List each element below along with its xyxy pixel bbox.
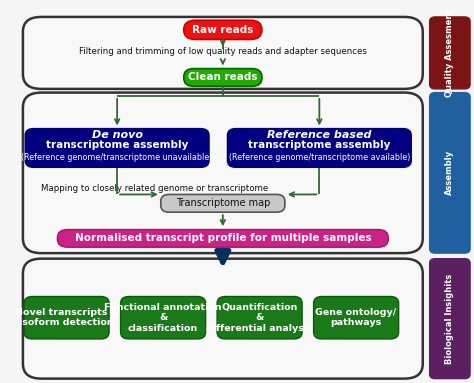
Text: Quantification
&
differential analysis: Quantification & differential analysis <box>206 303 313 332</box>
Text: Gene ontology/
pathways: Gene ontology/ pathways <box>316 308 397 327</box>
Text: De novo: De novo <box>91 130 143 140</box>
Text: Functional annotation
&
classification: Functional annotation & classification <box>104 303 222 332</box>
Text: Assembly: Assembly <box>446 150 455 195</box>
Text: Normalised transcript profile for multiple samples: Normalised transcript profile for multip… <box>74 233 371 243</box>
FancyBboxPatch shape <box>23 17 423 89</box>
FancyBboxPatch shape <box>217 296 302 339</box>
FancyBboxPatch shape <box>429 17 470 89</box>
FancyBboxPatch shape <box>314 296 399 339</box>
FancyBboxPatch shape <box>429 259 470 379</box>
Text: Clean reads: Clean reads <box>188 72 257 82</box>
FancyBboxPatch shape <box>23 259 423 379</box>
FancyBboxPatch shape <box>25 129 209 167</box>
Text: transcriptome assembly: transcriptome assembly <box>46 140 188 151</box>
Text: (Reference genome/transcriptome available): (Reference genome/transcriptome availabl… <box>228 153 410 162</box>
Text: Filtering and trimming of low quality reads and adapter sequences: Filtering and trimming of low quality re… <box>79 47 367 57</box>
Text: Biological Insighits: Biological Insighits <box>446 273 455 364</box>
Text: (Reference genome/transcriptome unavailable): (Reference genome/transcriptome unavaila… <box>21 153 213 162</box>
Text: Quality Assesment: Quality Assesment <box>446 9 455 97</box>
Text: Transcriptome map: Transcriptome map <box>176 198 270 208</box>
Text: Mapping to closely related genome or transcriptome: Mapping to closely related genome or tra… <box>41 184 269 193</box>
FancyBboxPatch shape <box>57 229 388 247</box>
FancyBboxPatch shape <box>161 195 285 212</box>
FancyBboxPatch shape <box>23 93 423 253</box>
Text: Raw reads: Raw reads <box>192 25 254 35</box>
FancyBboxPatch shape <box>429 93 470 253</box>
FancyBboxPatch shape <box>184 69 262 86</box>
Text: Reference based: Reference based <box>267 130 372 140</box>
Text: Novel transcripts &
isoform detection: Novel transcripts & isoform detection <box>15 308 118 327</box>
FancyBboxPatch shape <box>184 20 262 39</box>
FancyBboxPatch shape <box>120 296 206 339</box>
Text: transcriptome assembly: transcriptome assembly <box>248 140 391 151</box>
FancyBboxPatch shape <box>24 296 109 339</box>
FancyBboxPatch shape <box>228 129 411 167</box>
